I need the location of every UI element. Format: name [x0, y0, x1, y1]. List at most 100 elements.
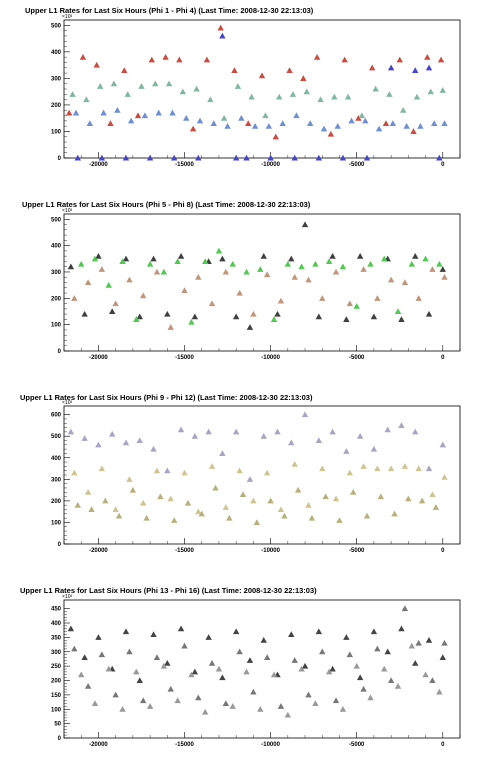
x-tick-label: -15000 — [175, 742, 194, 748]
data-point — [348, 117, 355, 124]
data-point — [356, 432, 364, 439]
data-point — [109, 308, 116, 315]
data-point — [133, 316, 140, 322]
data-point — [298, 665, 305, 672]
y-axis-exponent: ×10³ — [62, 400, 72, 406]
data-point — [93, 61, 100, 68]
data-point — [441, 639, 448, 646]
data-point — [126, 476, 133, 482]
data-point — [219, 255, 226, 262]
data-point — [236, 289, 243, 296]
x-tick-label: -20000 — [89, 355, 108, 361]
data-point — [177, 252, 185, 259]
data-point — [84, 279, 92, 286]
data-point — [284, 260, 292, 267]
data-point — [219, 32, 226, 39]
y-tick-label: 0 — [58, 156, 62, 162]
data-point — [427, 88, 434, 95]
y-tick-label: 350 — [51, 635, 62, 641]
data-point — [208, 463, 216, 469]
data-point — [153, 268, 161, 275]
data-point — [201, 708, 209, 715]
data-point — [250, 497, 257, 504]
data-point — [174, 697, 181, 704]
data-point — [102, 497, 109, 504]
data-point — [71, 645, 78, 652]
data-point — [315, 437, 323, 444]
data-point — [294, 486, 302, 493]
data-point — [436, 260, 443, 267]
x-tick-label: -15000 — [175, 355, 194, 361]
data-point — [401, 605, 409, 612]
data-point — [439, 266, 446, 272]
chart-title: Upper L1 Rates for Last Six Hours (Phi 9… — [20, 393, 313, 402]
data-point — [141, 112, 149, 119]
x-tick-label: -15000 — [175, 162, 194, 168]
chart-panel: Upper L1 Rates for Last Six Hours (Phi 1… — [20, 586, 461, 748]
data-point — [291, 657, 298, 663]
x-tick-label: -10000 — [261, 355, 280, 361]
data-point — [105, 665, 112, 672]
y-tick-label: 400 — [51, 621, 62, 627]
data-point — [67, 428, 75, 435]
data-point — [408, 260, 415, 267]
data-point — [65, 109, 73, 116]
data-point — [195, 694, 202, 701]
data-point — [253, 519, 261, 525]
data-point — [267, 497, 274, 504]
data-point — [176, 56, 183, 63]
data-point — [360, 685, 367, 692]
data-point — [71, 295, 78, 301]
data-point — [112, 300, 119, 307]
data-point — [98, 465, 106, 472]
data-point — [412, 660, 419, 666]
data-point — [195, 508, 202, 515]
data-point — [127, 117, 135, 124]
data-point — [415, 295, 422, 301]
data-point — [291, 461, 298, 467]
data-point — [260, 252, 267, 259]
data-point — [148, 56, 156, 63]
data-point — [170, 517, 178, 523]
data-point — [363, 512, 371, 519]
data-point — [374, 645, 381, 652]
data-point — [319, 648, 326, 655]
data-point — [212, 484, 219, 491]
data-point — [346, 651, 354, 658]
data-point — [133, 668, 140, 675]
data-point — [356, 252, 364, 259]
data-point — [100, 109, 107, 116]
data-point — [205, 428, 212, 435]
data-point — [424, 53, 431, 60]
data-point — [122, 255, 130, 262]
data-point — [245, 120, 252, 127]
data-point — [263, 271, 271, 278]
data-point — [370, 313, 378, 320]
data-point — [112, 506, 119, 513]
x-tick-label: -5000 — [349, 548, 365, 554]
data-point — [312, 260, 319, 267]
data-point — [363, 154, 371, 161]
x-tick-label: -10000 — [261, 162, 280, 168]
data-point — [319, 465, 326, 472]
data-point — [301, 662, 309, 669]
data-point — [67, 263, 75, 270]
data-point — [124, 91, 131, 97]
plot-frame — [63, 599, 461, 739]
data-point — [389, 120, 397, 127]
data-point — [219, 674, 226, 681]
data-point — [439, 654, 446, 661]
data-point — [384, 426, 391, 433]
y-tick-label: 250 — [51, 664, 62, 670]
y-tick-label: 400 — [51, 50, 62, 56]
y-tick-label: 600 — [51, 413, 62, 419]
data-point — [208, 660, 216, 666]
data-point — [291, 274, 298, 280]
data-point — [222, 268, 230, 275]
x-tick-label: -20000 — [89, 548, 108, 554]
data-point — [122, 154, 130, 161]
data-point — [339, 154, 347, 161]
data-point — [396, 56, 403, 63]
data-point — [291, 154, 298, 161]
data-point — [399, 107, 407, 113]
